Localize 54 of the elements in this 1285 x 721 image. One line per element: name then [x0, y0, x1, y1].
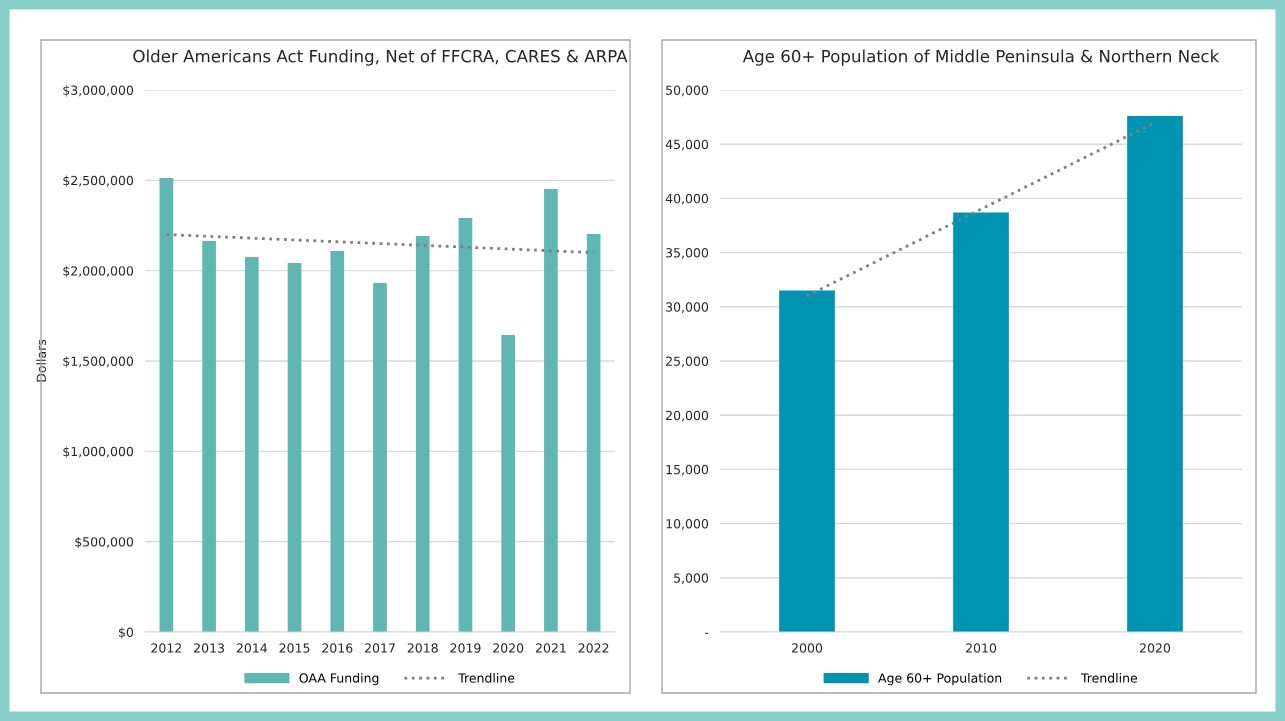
- y-tick-label: 10,000: [666, 519, 709, 530]
- y-tick-label: 5,000: [674, 573, 709, 584]
- bar: [458, 218, 473, 632]
- x-tick-label: 2016: [322, 643, 353, 653]
- bar: [415, 235, 430, 632]
- x-tick-label: 2020: [493, 643, 524, 653]
- chart-title: Older Americans Act Funding, Net of FFCRA, CARES & ARPA: [133, 49, 628, 66]
- legend-label: Trendline: [458, 673, 515, 683]
- bar: [779, 290, 835, 632]
- y-tick-label: $2,000,000: [63, 265, 134, 278]
- bar: [287, 263, 302, 632]
- x-tick-label: 2018: [407, 643, 438, 653]
- legend-label: Age 60+ Population: [878, 673, 1002, 686]
- y-tick-label: $1,500,000: [63, 356, 134, 368]
- bar: [373, 282, 387, 632]
- x-tick-label: 2000: [792, 643, 823, 653]
- x-tick-label: 2019: [450, 643, 481, 653]
- chart-title: Age 60+ Population of Middle Peninsula & Northern Neck: [742, 49, 1220, 66]
- x-tick-label: 2022: [578, 643, 609, 653]
- y-axis-title: Dollars: [36, 339, 47, 382]
- x-tick-label: 2017: [365, 643, 395, 653]
- bar: [244, 256, 259, 632]
- bar: [330, 250, 345, 632]
- y-tick-label: -: [704, 632, 709, 634]
- bar: [544, 189, 558, 632]
- y-tick-label: 25,000: [666, 356, 709, 368]
- x-tick-label: 2013: [194, 643, 224, 653]
- y-tick-label: $0: [119, 627, 134, 639]
- line-series: [164, 233, 596, 254]
- bar: [953, 212, 1009, 632]
- y-tick-label: 45,000: [665, 139, 709, 151]
- y-tick-label: $2,500,000: [63, 175, 134, 187]
- y-tick-label: 35,000: [666, 248, 709, 259]
- y-tick-label: $500,000: [75, 536, 134, 549]
- bar: [202, 241, 216, 632]
- bar: [159, 177, 174, 632]
- x-tick-label: 2014: [236, 643, 268, 653]
- y-tick-label: 15,000: [666, 464, 709, 476]
- legend-label: OAA Funding: [299, 673, 379, 686]
- x-tick-label: 2020: [1140, 643, 1171, 653]
- y-tick-label: $1,000,000: [63, 446, 134, 458]
- bar: [501, 334, 516, 632]
- y-tick-label: 40,000: [665, 193, 709, 205]
- x-tick-label: 2015: [279, 643, 310, 653]
- y-tick-label: 30,000: [666, 302, 709, 313]
- x-tick-label: 2010: [966, 643, 997, 653]
- x-tick-label: 2012: [151, 643, 182, 653]
- legend-label: Trendline: [1080, 673, 1138, 683]
- y-tick-label: 20,000: [666, 410, 709, 422]
- y-tick-label: $3,000,000: [63, 85, 134, 97]
- x-tick-label: 2021: [535, 643, 566, 653]
- bar: [1127, 116, 1183, 632]
- bar: [586, 233, 601, 632]
- y-tick-label: 50,000: [666, 85, 709, 97]
